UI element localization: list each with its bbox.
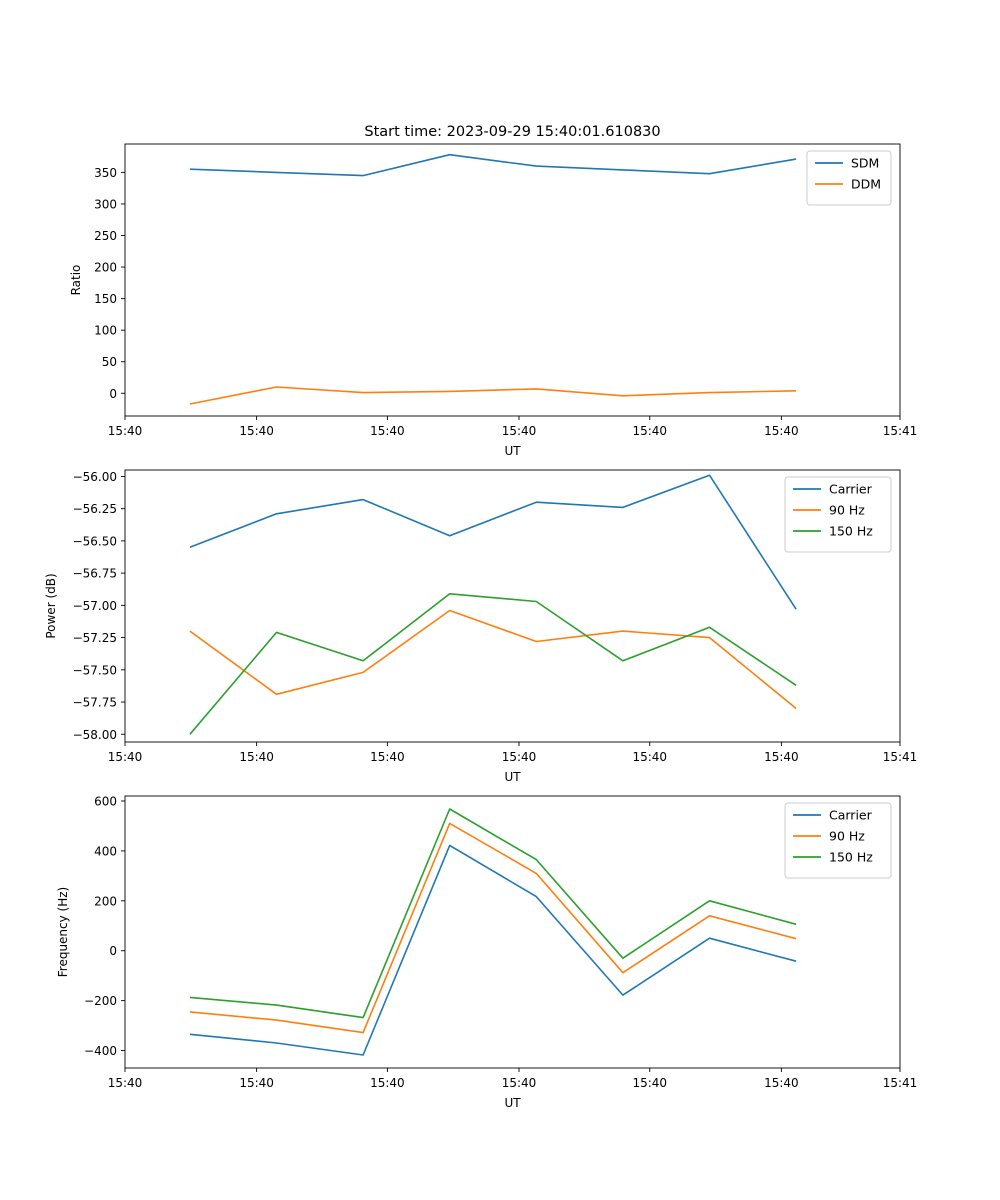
x-tick-label: 15:40 xyxy=(764,1076,799,1090)
y-tick-label: 200 xyxy=(94,894,117,908)
legend-label: Carrier xyxy=(829,482,873,497)
x-tick-label: 15:40 xyxy=(502,1076,537,1090)
series-line-150-hz xyxy=(189,808,797,1019)
legend-box xyxy=(784,802,892,879)
x-tick-label: 15:40 xyxy=(502,750,537,764)
series-line-90-hz xyxy=(189,822,797,1034)
series-line-150-hz xyxy=(189,592,797,735)
chart-panel-3: 15:40 15:40 15:40 15:40 15:40 15:40 15:41 −400 −… xyxy=(56,794,917,1110)
x-tick-label: 15:40 xyxy=(632,1076,667,1090)
x-axis-label: UT xyxy=(504,444,521,458)
legend-label: 90 Hz xyxy=(829,503,865,518)
x-tick-label: 15:41 xyxy=(883,424,918,438)
x-tick-label: 15:40 xyxy=(370,1076,405,1090)
y-tick-label: 150 xyxy=(94,292,117,306)
x-tick-label: 15:40 xyxy=(370,750,405,764)
series-line-carrier xyxy=(189,474,797,610)
charts-container: 15:40 15:40 15:40 15:40 15:40 15:40 15:41 0 50 10… xyxy=(44,143,918,1110)
y-tick-label: 350 xyxy=(94,166,117,180)
y-tick-label: 0 xyxy=(109,944,117,958)
x-tick-label: 15:40 xyxy=(502,424,537,438)
x-tick-label: 15:40 xyxy=(239,424,274,438)
x-tick-label: 15:40 xyxy=(108,424,143,438)
legend-label: DDM xyxy=(851,177,881,192)
y-tick-label: −57.00 xyxy=(73,599,117,613)
legend-label: 150 Hz xyxy=(829,850,873,865)
y-tick-label: 400 xyxy=(94,844,117,858)
axes-frame xyxy=(124,469,901,743)
legend-label: 150 Hz xyxy=(829,524,873,539)
x-tick-label: 15:40 xyxy=(108,1076,143,1090)
y-tick-label: −57.75 xyxy=(73,696,117,710)
x-tick-label: 15:40 xyxy=(239,750,274,764)
y-axis-label: Ratio xyxy=(69,265,83,296)
series-line-ddm xyxy=(189,386,797,405)
x-tick-label: 15:41 xyxy=(883,750,918,764)
x-tick-label: 15:40 xyxy=(632,424,667,438)
y-tick-label: −58.00 xyxy=(73,728,117,742)
axes-frame xyxy=(124,143,901,417)
y-tick-label: −400 xyxy=(84,1044,117,1058)
legend-box xyxy=(784,476,892,553)
legend-label: SDM xyxy=(851,156,879,171)
series-line-90-hz xyxy=(189,609,797,710)
y-tick-label: 200 xyxy=(94,261,117,275)
y-tick-label: 250 xyxy=(94,229,117,243)
x-tick-label: 15:40 xyxy=(764,750,799,764)
y-tick-label: 50 xyxy=(102,355,117,369)
legend-label: 90 Hz xyxy=(829,829,865,844)
axes-frame xyxy=(124,795,901,1069)
x-tick-label: 15:40 xyxy=(764,424,799,438)
chart-panel-2: 15:40 15:40 15:40 15:40 15:40 15:40 15:41 −58.0… xyxy=(44,469,918,784)
chart-panel-1: 15:40 15:40 15:40 15:40 15:40 15:40 15:41 0 50 10… xyxy=(69,143,918,458)
x-tick-label: 15:40 xyxy=(108,750,143,764)
x-tick-label: 15:41 xyxy=(883,1076,918,1090)
x-tick-label: 15:40 xyxy=(370,424,405,438)
y-axis-label: Frequency (Hz) xyxy=(56,887,70,978)
x-tick-label: 15:40 xyxy=(632,750,667,764)
y-tick-label: 100 xyxy=(94,324,117,338)
y-tick-label: −56.75 xyxy=(73,567,117,581)
y-tick-label: −56.50 xyxy=(73,534,117,548)
y-tick-label: 0 xyxy=(109,387,117,401)
y-tick-label: 600 xyxy=(94,794,117,808)
series-line-carrier xyxy=(189,844,797,1056)
y-tick-label: −57.50 xyxy=(73,663,117,677)
y-tick-label: −56.25 xyxy=(73,502,117,516)
x-tick-label: 15:40 xyxy=(239,1076,274,1090)
x-axis-label: UT xyxy=(504,1096,521,1110)
y-axis-label: Power (dB) xyxy=(44,573,58,638)
y-tick-label: 300 xyxy=(94,197,117,211)
figure-title: Start time: 2023-09-29 15:40:01.610830 xyxy=(364,124,660,140)
legend-box xyxy=(806,150,892,206)
series-line-sdm xyxy=(189,153,797,177)
y-tick-label: −56.00 xyxy=(73,470,117,484)
y-tick-label: −200 xyxy=(84,994,117,1008)
y-tick-label: −57.25 xyxy=(73,631,117,645)
x-axis-label: UT xyxy=(504,770,521,784)
legend-label: Carrier xyxy=(829,808,873,823)
